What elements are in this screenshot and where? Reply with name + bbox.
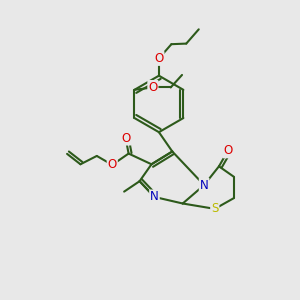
- Text: O: O: [108, 158, 117, 171]
- Text: O: O: [223, 144, 232, 158]
- Text: N: N: [150, 190, 159, 203]
- Text: O: O: [148, 81, 158, 94]
- Text: N: N: [200, 178, 208, 192]
- Text: O: O: [121, 132, 130, 145]
- Text: S: S: [211, 202, 218, 215]
- Text: O: O: [154, 52, 164, 65]
